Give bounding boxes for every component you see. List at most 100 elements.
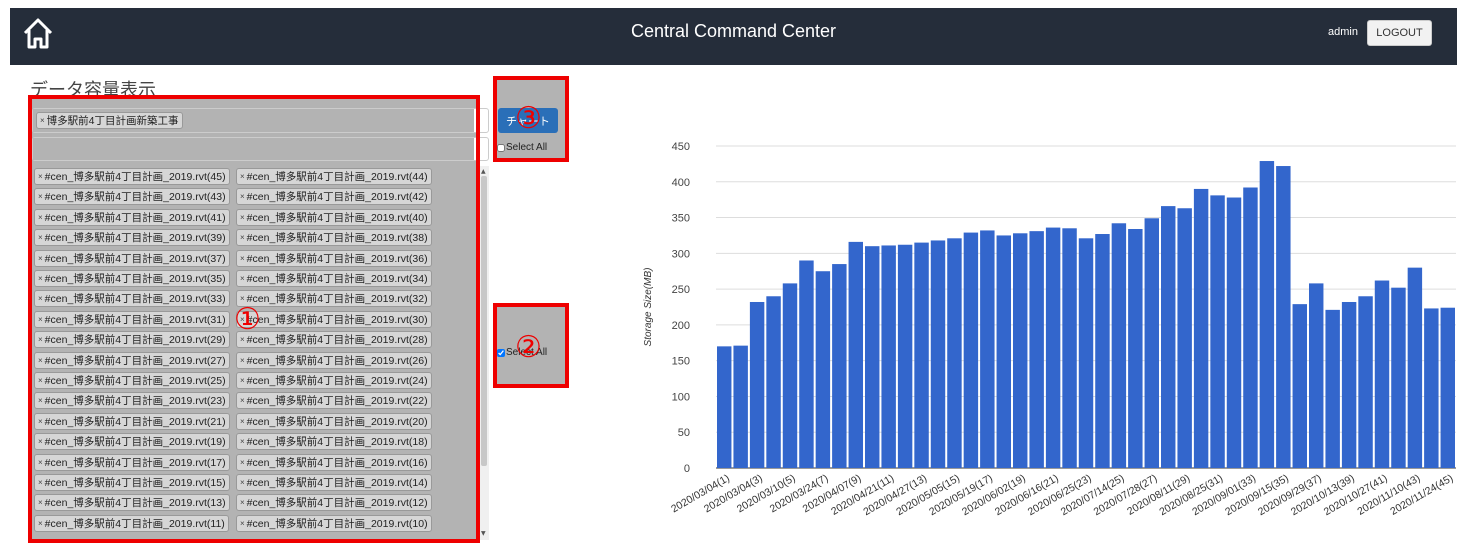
file-tag[interactable]: × #cen_博多駅前4丁目計画_2019.rvt(34) [236, 270, 432, 287]
remove-icon[interactable]: × [38, 478, 43, 487]
project-select[interactable]: × 博多駅前4丁目計画新築工事 [32, 108, 489, 133]
file-tag[interactable]: × #cen_博多駅前4丁目計画_2019.rvt(37) [34, 249, 230, 267]
select-all-projects-checkbox[interactable] [497, 143, 505, 152]
remove-icon[interactable]: × [38, 253, 43, 263]
file-tag[interactable]: × #cen_博多駅前4丁目計画_2019.rvt(11) [34, 514, 229, 532]
file-tag[interactable]: × #cen_博多駅前4丁目計画_2019.rvt(44) [236, 168, 432, 185]
remove-icon[interactable]: × [38, 416, 43, 426]
file-tag[interactable]: × #cen_博多駅前4丁目計画_2019.rvt(43) [34, 188, 230, 206]
select-all-files-checkbox[interactable] [497, 348, 505, 357]
file-tag[interactable]: × #cen_博多駅前4丁目計画_2019.rvt(12) [236, 494, 432, 512]
bar [1391, 287, 1406, 468]
app-header: Central Command Center admin LOGOUT [10, 8, 1457, 65]
bar [996, 235, 1011, 468]
select-all-projects-label: Select All [506, 142, 548, 153]
file-tag[interactable]: × #cen_博多駅前4丁目計画_2019.rvt(28) [236, 331, 432, 349]
remove-icon[interactable]: × [240, 376, 245, 385]
remove-icon[interactable]: × [240, 212, 245, 222]
remove-icon[interactable]: × [38, 172, 43, 181]
remove-icon[interactable]: × [40, 116, 45, 125]
select-all-projects[interactable]: Select All [497, 142, 547, 153]
home-icon[interactable] [22, 16, 54, 52]
remove-icon[interactable]: × [240, 478, 245, 487]
file-tag[interactable]: × #cen_博多駅前4丁目計画_2019.rvt(31) [34, 310, 230, 328]
remove-icon[interactable]: × [240, 498, 245, 508]
file-tag-label: #cen_博多駅前4丁目計画_2019.rvt(42) [246, 191, 428, 204]
file-tag-label: #cen_博多駅前4丁目計画_2019.rvt(33) [44, 293, 226, 306]
remove-icon[interactable]: × [38, 437, 43, 447]
remove-icon[interactable]: × [38, 396, 43, 406]
remove-icon[interactable]: × [38, 294, 43, 304]
remove-icon[interactable]: × [38, 335, 43, 345]
remove-icon[interactable]: × [38, 518, 43, 528]
file-tag[interactable]: × #cen_博多駅前4丁目計画_2019.rvt(36) [236, 249, 432, 267]
bar [848, 241, 863, 468]
remove-icon[interactable]: × [240, 416, 245, 426]
remove-icon[interactable]: × [240, 335, 245, 345]
remove-icon[interactable]: × [38, 498, 43, 508]
remove-icon[interactable]: × [38, 314, 43, 324]
file-tag[interactable]: × #cen_博多駅前4丁目計画_2019.rvt(20) [236, 412, 432, 430]
file-tag[interactable]: × #cen_博多駅前4丁目計画_2019.rvt(32) [236, 290, 432, 308]
file-tag[interactable]: × #cen_博多駅前4丁目計画_2019.rvt(13) [34, 494, 230, 512]
file-tag[interactable]: × #cen_博多駅前4丁目計画_2019.rvt(15) [34, 474, 230, 491]
logout-button[interactable]: LOGOUT [1367, 20, 1432, 46]
file-tag[interactable]: × #cen_博多駅前4丁目計画_2019.rvt(35) [34, 270, 230, 287]
file-filter-input[interactable] [32, 137, 489, 161]
select-all-files[interactable]: Select All [497, 347, 547, 358]
project-tag[interactable]: × 博多駅前4丁目計画新築工事 [36, 112, 183, 129]
remove-icon[interactable]: × [240, 233, 245, 243]
bar [1128, 229, 1143, 468]
remove-icon[interactable]: × [240, 294, 245, 304]
file-tag[interactable]: × #cen_博多駅前4丁目計画_2019.rvt(21) [34, 412, 230, 430]
file-tag[interactable]: × #cen_博多駅前4丁目計画_2019.rvt(17) [34, 453, 230, 471]
file-tag[interactable]: × #cen_博多駅前4丁目計画_2019.rvt(23) [34, 392, 230, 410]
remove-icon[interactable]: × [240, 355, 245, 365]
file-tag[interactable]: × #cen_博多駅前4丁目計画_2019.rvt(41) [34, 208, 230, 226]
file-list[interactable]: × #cen_博多駅前4丁目計画_2019.rvt(45) × #cen_博多駅前4丁… [32, 166, 489, 540]
chart-button[interactable]: チャート [498, 108, 558, 133]
remove-icon[interactable]: × [240, 518, 245, 528]
file-tag[interactable]: × #cen_博多駅前4丁目計画_2019.rvt(14) [236, 474, 432, 491]
file-tag[interactable]: × #cen_博多駅前4丁目計画_2019.rvt(27) [34, 351, 230, 369]
scroll-down-icon[interactable]: ▼ [481, 530, 486, 537]
remove-icon[interactable]: × [38, 192, 43, 202]
scroll-up-icon[interactable]: ▲ [481, 168, 486, 175]
remove-icon[interactable]: × [38, 212, 43, 222]
y-tick-label: 100 [672, 391, 690, 403]
file-tag[interactable]: × #cen_博多駅前4丁目計画_2019.rvt(16) [236, 453, 432, 471]
file-tag[interactable]: × #cen_博多駅前4丁目計画_2019.rvt(30) [236, 310, 432, 328]
remove-icon[interactable]: × [38, 274, 43, 283]
bar [1013, 233, 1028, 468]
remove-icon[interactable]: × [240, 437, 245, 447]
y-tick-label: 250 [672, 284, 690, 296]
file-tag[interactable]: × #cen_博多駅前4丁目計画_2019.rvt(10) [236, 514, 432, 532]
file-tag[interactable]: × #cen_博多駅前4丁目計画_2019.rvt(40) [236, 208, 432, 226]
remove-icon[interactable]: × [240, 172, 245, 181]
file-tag[interactable]: × #cen_博多駅前4丁目計画_2019.rvt(26) [236, 351, 432, 369]
file-tag[interactable]: × #cen_博多駅前4丁目計画_2019.rvt(38) [236, 229, 432, 247]
file-tag[interactable]: × #cen_博多駅前4丁目計画_2019.rvt(18) [236, 433, 432, 451]
remove-icon[interactable]: × [240, 253, 245, 263]
file-tag[interactable]: × #cen_博多駅前4丁目計画_2019.rvt(29) [34, 331, 230, 349]
file-tag[interactable]: × #cen_博多駅前4丁目計画_2019.rvt(45) [34, 168, 230, 185]
file-tag[interactable]: × #cen_博多駅前4丁目計画_2019.rvt(42) [236, 188, 432, 206]
file-tag-label: #cen_博多駅前4丁目計画_2019.rvt(36) [246, 252, 428, 265]
remove-icon[interactable]: × [38, 457, 43, 467]
bar [1358, 296, 1373, 468]
file-tag[interactable]: × #cen_博多駅前4丁目計画_2019.rvt(25) [34, 372, 230, 389]
remove-icon[interactable]: × [240, 314, 245, 324]
remove-icon[interactable]: × [240, 192, 245, 202]
file-tag[interactable]: × #cen_博多駅前4丁目計画_2019.rvt(24) [236, 372, 432, 389]
scrollbar-thumb[interactable] [481, 176, 487, 466]
file-tag[interactable]: × #cen_博多駅前4丁目計画_2019.rvt(33) [34, 290, 230, 308]
remove-icon[interactable]: × [38, 376, 43, 385]
remove-icon[interactable]: × [38, 355, 43, 365]
remove-icon[interactable]: × [240, 274, 245, 283]
file-tag[interactable]: × #cen_博多駅前4丁目計画_2019.rvt(19) [34, 433, 230, 451]
remove-icon[interactable]: × [240, 457, 245, 467]
file-tag[interactable]: × #cen_博多駅前4丁目計画_2019.rvt(39) [34, 229, 230, 247]
file-tag[interactable]: × #cen_博多駅前4丁目計画_2019.rvt(22) [236, 392, 432, 410]
remove-icon[interactable]: × [240, 396, 245, 406]
remove-icon[interactable]: × [38, 233, 43, 243]
